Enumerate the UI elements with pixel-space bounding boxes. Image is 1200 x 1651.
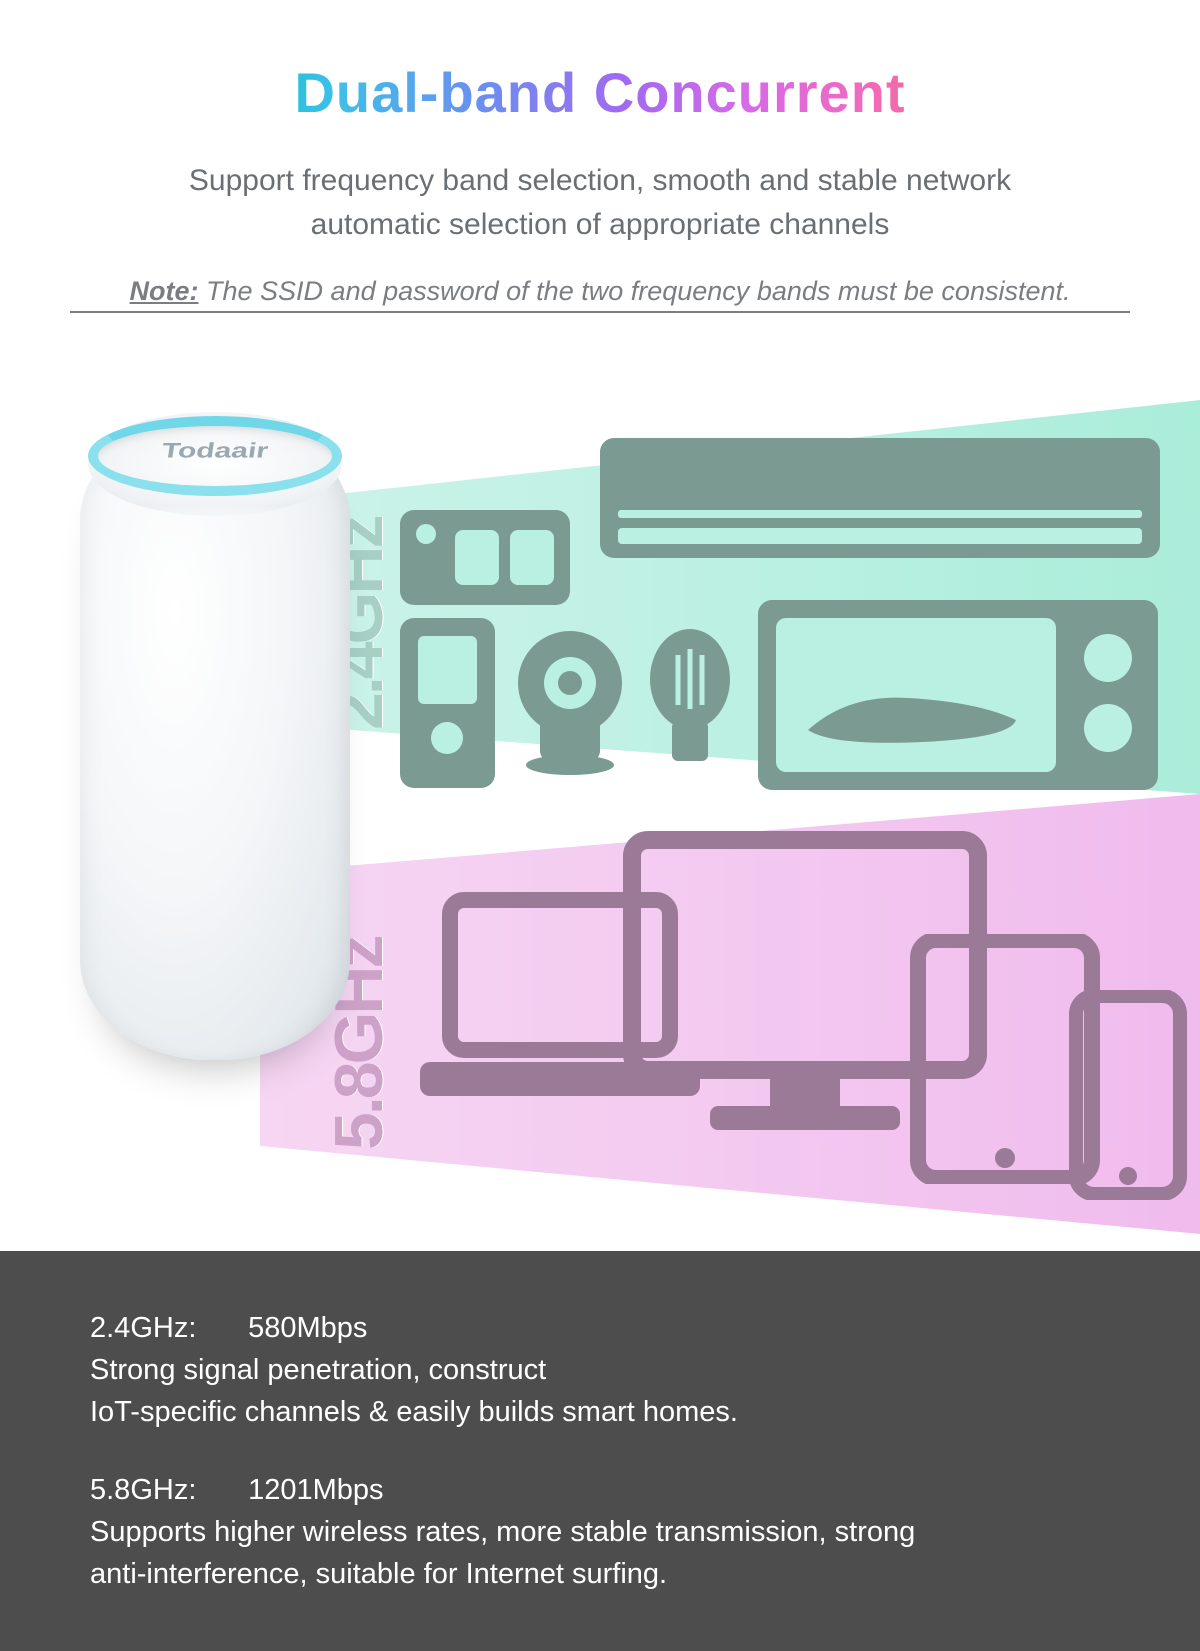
security-camera-icon [510, 625, 630, 775]
page-title: Dual-band Concurrent [0, 60, 1200, 125]
spec-5-8ghz-speed: 1201Mbps [248, 1474, 383, 1506]
spec-5-8ghz-band: 5.8GHz: [90, 1469, 240, 1511]
microwave-icon [758, 600, 1158, 790]
smartphone-icon [1068, 990, 1188, 1200]
spec-2-4ghz-band: 2.4GHz: [90, 1307, 240, 1349]
spec-5-8ghz-heading: 5.8GHz: 1201Mbps [90, 1469, 1110, 1511]
spec-2-4ghz-speed: 580Mbps [248, 1312, 367, 1344]
note-label: Note: [130, 276, 199, 306]
router-device: Todaair [80, 420, 350, 1060]
smart-lock-icon [400, 618, 495, 788]
note-text: Note: The SSID and password of the two f… [70, 276, 1130, 313]
air-conditioner-icon [600, 430, 1160, 585]
subtitle-line-2: automatic selection of appropriate chann… [311, 208, 890, 241]
illustration-stage: 2.4GHz 5.8GHz [0, 400, 1200, 1360]
spec-2-4ghz-line-2: IoT-specific channels & easily builds sm… [90, 1391, 1110, 1433]
subtitle-line-1: Support frequency band selection, smooth… [189, 164, 1011, 197]
spec-5-8ghz-line-1: Supports higher wireless rates, more sta… [90, 1511, 1110, 1553]
note-body: The SSID and password of the two frequen… [206, 276, 1070, 306]
subtitle: Support frequency band selection, smooth… [0, 159, 1200, 246]
power-strip-icon [400, 510, 570, 605]
router-brand-label: Todaair [78, 439, 352, 463]
spec-info-panel: 2.4GHz: 580Mbps Strong signal penetratio… [0, 1251, 1200, 1651]
spec-2-4ghz-line-1: Strong signal penetration, construct [90, 1349, 1110, 1391]
lightbulb-icon [648, 625, 733, 775]
spec-5-8ghz-line-2: anti-interference, suitable for Internet… [90, 1553, 1110, 1595]
spec-2-4ghz-heading: 2.4GHz: 580Mbps [90, 1307, 1110, 1349]
